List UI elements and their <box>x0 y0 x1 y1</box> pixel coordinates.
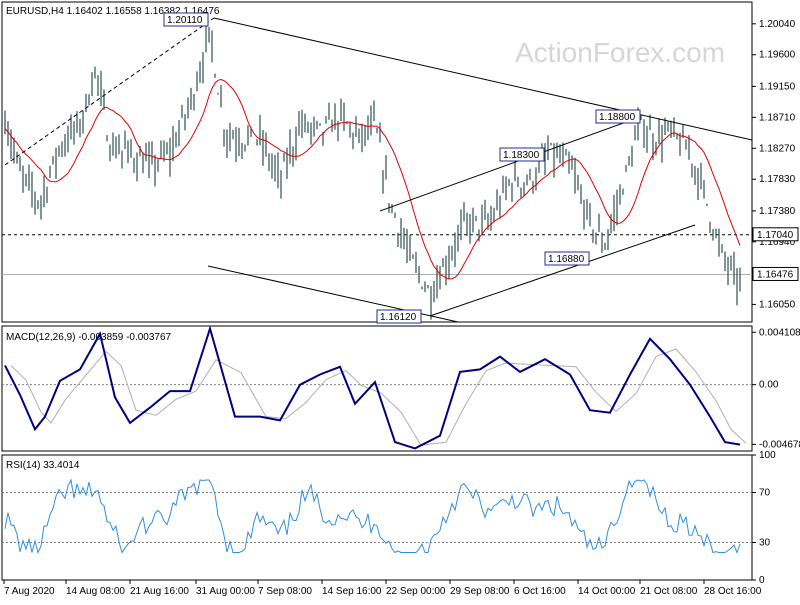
annotation-label: 1.16120 <box>380 312 417 323</box>
x-tick-label: 14 Oct 00:00 <box>578 586 636 597</box>
macd-line <box>4 325 741 450</box>
annotation-box <box>544 251 590 266</box>
price-tick-label: 1.18710 <box>759 112 796 123</box>
macd-panel <box>1 325 753 452</box>
current-price-label: 1.16476 <box>757 269 794 280</box>
macd-tick-label: -0.004678 <box>759 439 800 450</box>
annotation-box <box>595 109 641 124</box>
watermark: ActionForex.com <box>515 37 725 68</box>
x-tick-label: 29 Sep 08:00 <box>450 586 510 597</box>
x-tick-label: 7 Sep 08:00 <box>258 586 312 597</box>
annotation-label: 1.16880 <box>548 254 585 265</box>
upper-downtrend-line <box>213 17 753 141</box>
support-price-label: 1.17040 <box>757 230 794 241</box>
macd-signal-line <box>10 348 747 446</box>
rsi-line <box>4 478 741 554</box>
macd-title: MACD(12,26,9) -0.003859 -0.003767 <box>6 332 172 343</box>
rsi-tick-label: 30 <box>759 538 771 549</box>
price-tick-label: 1.20040 <box>759 19 796 30</box>
dashed-uptrend-line <box>4 17 215 166</box>
price-tick-label: 1.18270 <box>759 143 796 154</box>
x-tick-label: 28 Oct 16:00 <box>704 586 762 597</box>
rsi-panel <box>1 454 753 581</box>
axis-layer: 1.20040 1.19600 1.19150 1.18710 1.18270 1.178… <box>3 19 800 597</box>
annotation-box <box>376 309 422 324</box>
annotation-label: 1.20110 <box>167 15 203 26</box>
rsi-tick-label: 0 <box>759 575 765 586</box>
macd-tick-label: 0.004108 <box>759 327 800 338</box>
support-price-tag <box>752 227 799 242</box>
channel-upper-line <box>379 116 641 212</box>
x-tick-label: 21 Aug 16:00 <box>130 586 189 597</box>
price-tick-label: 1.19150 <box>759 81 796 92</box>
annotation-box <box>499 147 545 162</box>
channel-lower-line <box>429 224 696 317</box>
x-tick-label: 6 Oct 16:00 <box>514 586 566 597</box>
x-tick-label: 7 Aug 2020 <box>4 586 55 597</box>
x-tick-label: 22 Sep 00:00 <box>386 586 446 597</box>
annotation-label: 1.18800 <box>599 112 636 123</box>
price-tick-label: 1.16940 <box>759 237 796 248</box>
macd-tick-label: 0.00 <box>759 380 779 391</box>
x-tick-label: 31 Aug 00:00 <box>196 586 255 597</box>
price-tick-label: 1.16050 <box>759 299 796 310</box>
macd-layer <box>2 325 752 450</box>
price-layer: 1.20110 1.18800 1.18300 1.16880 1.16120 <box>2 12 753 324</box>
annotation-label: 1.18300 <box>503 150 540 161</box>
price-tick-label: 1.19600 <box>759 50 796 61</box>
current-price-tag <box>752 266 799 281</box>
price-header: EURUSD,H4 1.16402 1.16558 1.16382 1.1647… <box>6 6 220 17</box>
rsi-tick-label: 100 <box>759 450 776 461</box>
moving-average-line <box>4 78 741 280</box>
rsi-tick-label: 70 <box>759 488 771 499</box>
price-tick-label: 1.17830 <box>759 174 796 185</box>
rsi-layer <box>2 478 752 554</box>
rsi-title: RSI(14) 33.4014 <box>6 460 80 471</box>
x-tick-label: 21 Oct 08:00 <box>640 586 698 597</box>
price-tick-label: 1.17380 <box>759 206 796 217</box>
annotation-box <box>163 12 209 27</box>
x-tick-label: 14 Sep 16:00 <box>322 586 382 597</box>
x-tick-label: 14 Aug 08:00 <box>66 586 125 597</box>
